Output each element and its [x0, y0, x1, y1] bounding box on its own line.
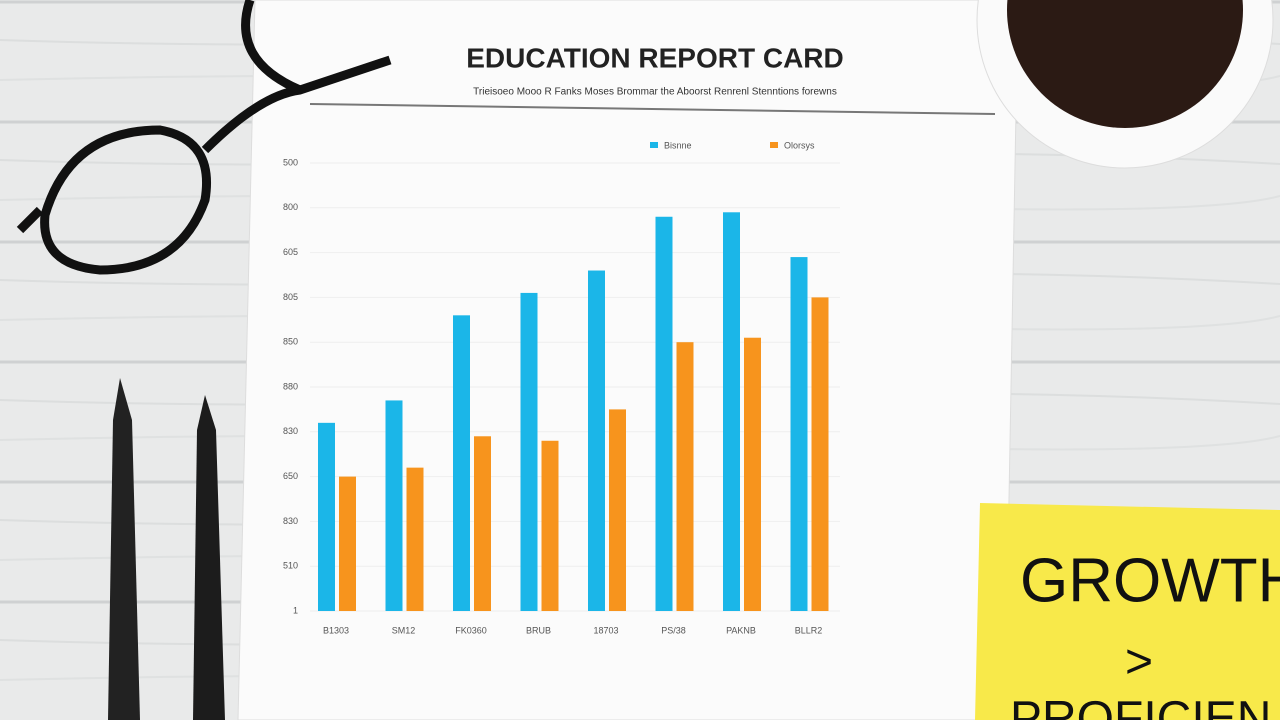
y-tick-label: 1	[293, 605, 298, 615]
rule	[309, 103, 996, 115]
bar	[790, 257, 808, 611]
bar	[520, 292, 538, 611]
x-tick-label: BRUB	[526, 625, 551, 635]
y-tick-label: 500	[283, 157, 298, 167]
legend-label: Olorsys	[784, 140, 815, 150]
bar	[588, 270, 605, 611]
note-line: PROFICIEN	[1010, 693, 1271, 720]
x-tick-label: PAKNB	[726, 625, 756, 635]
bar	[676, 342, 694, 611]
legend-swatch	[770, 142, 778, 148]
chart-title: EDUCATION REPORT CARD	[466, 42, 843, 73]
bar	[744, 337, 761, 611]
pens	[108, 378, 225, 720]
y-tick-label: 800	[283, 202, 298, 212]
y-tick-label: 650	[283, 471, 298, 481]
bar	[609, 409, 626, 611]
y-tick-label: 510	[283, 561, 298, 571]
x-tick-label: FK0360	[455, 625, 487, 635]
x-tick-label: 18703	[593, 625, 618, 635]
x-tick-label: BLLR2	[795, 625, 823, 635]
legend-label: Bisnne	[664, 140, 692, 150]
y-tick-label: 830	[283, 426, 298, 436]
glasses	[16, 0, 392, 275]
legend-swatch	[650, 142, 658, 148]
note-line: >	[1125, 636, 1153, 689]
coffee-cup	[976, 0, 1274, 169]
bar	[339, 476, 356, 611]
bar	[453, 315, 470, 611]
bar	[655, 216, 673, 611]
bar	[474, 436, 491, 611]
bar	[385, 400, 403, 611]
bar	[406, 467, 424, 611]
note-line: GROWTH	[1020, 546, 1280, 615]
bar	[811, 297, 829, 611]
x-tick-label: SM12	[392, 625, 416, 635]
y-tick-label: 830	[283, 516, 298, 526]
bar	[541, 440, 559, 611]
y-tick-label: 880	[283, 381, 298, 391]
plot: 1 510 830 650 830 880 850 805 605 800 500 Bisnne Olo…	[283, 140, 840, 635]
y-tick-label: 850	[283, 337, 298, 347]
x-tick-label: PS/38	[661, 625, 686, 635]
sticky-note: GROWTH > PROFICIEN	[975, 503, 1280, 720]
bar	[318, 422, 335, 611]
chart-subtitle: Trieisoeo Mooo R Fanks Moses Brommar the…	[473, 87, 837, 98]
x-tick-label: B1303	[323, 625, 349, 635]
bar	[723, 212, 740, 611]
y-tick-label: 605	[283, 247, 298, 257]
y-tick-label: 805	[283, 292, 298, 302]
